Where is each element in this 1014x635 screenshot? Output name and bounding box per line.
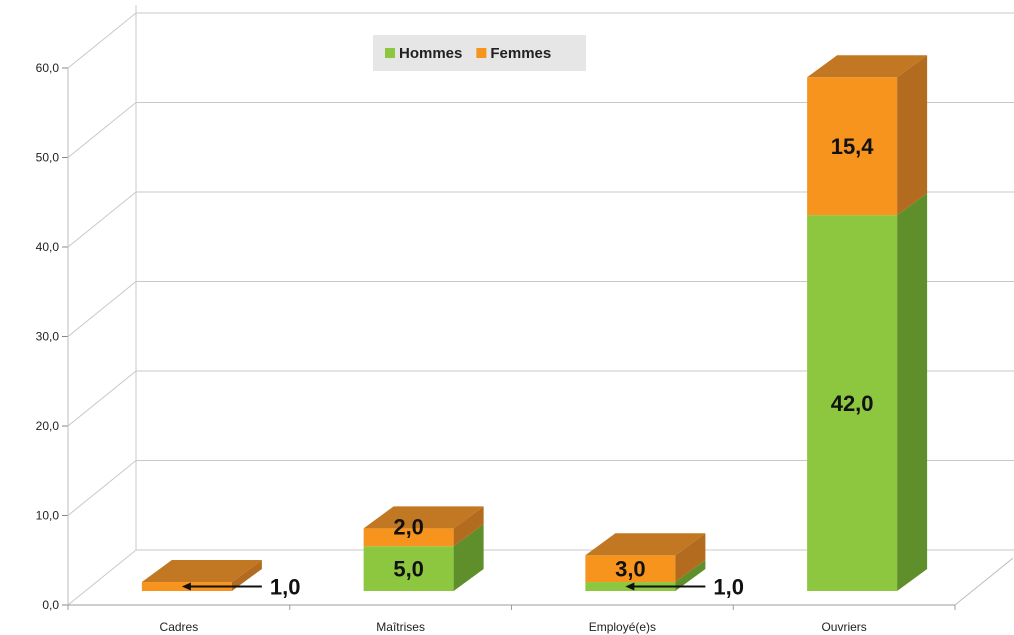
y-tick-label: 0,0 [42, 598, 59, 612]
data-label-femmes-ouvriers: 15,4 [831, 134, 875, 159]
data-label-femmes-employe-e-s: 3,0 [615, 557, 646, 582]
gridline-side [67, 191, 137, 248]
bar-side-femmes-maitrises [453, 506, 484, 547]
data-label-hommes-maitrises: 5,0 [393, 557, 424, 582]
bar-side-femmes-ouvriers [897, 55, 928, 216]
y-tick-label: 40,0 [36, 240, 60, 254]
y-tick-label: 50,0 [36, 151, 60, 165]
y-tick-label: 20,0 [36, 419, 60, 433]
bar-side-femmes-employe-e-s [675, 533, 706, 583]
legend-label-femmes: Femmes [490, 45, 551, 62]
callout-arrow-hommes-employe-e-s [625, 582, 635, 591]
bar-side-hommes-employe-e-s [675, 560, 706, 591]
legend-swatch-hommes [385, 48, 395, 58]
x-tick-label-employe-e-s: Employé(e)s [589, 620, 656, 634]
gridline-side [67, 281, 137, 337]
bar-hommes-ouvriers [807, 215, 898, 591]
y-tick-label: 30,0 [36, 330, 60, 344]
axis-layer: 0,0 10,0 20,0 30,0 40,0 50,0 60,0 Cadres Maîtris… [36, 61, 956, 634]
data-label-hommes-ouvriers: 42,0 [831, 391, 874, 416]
x-tick-label-ouvriers: Ouvriers [821, 620, 866, 634]
bar-femmes-maitrises [363, 528, 454, 547]
gridline-side [67, 102, 137, 158]
data-labels-layer: 1,0 5,0 2,0 1,0 3,0 42,0 15,4 [181, 134, 875, 600]
data-label-hommes-employe-e-s: 1,0 [713, 575, 744, 600]
gridline-side [67, 460, 137, 516]
bar-femmes-ouvriers [807, 77, 898, 216]
legend-swatch-femmes [476, 48, 487, 58]
bar-top-femmes-employe-e-s [585, 533, 706, 556]
bar-hommes-maitrises [363, 546, 454, 591]
data-label-femmes-cadres: 1,0 [270, 575, 301, 600]
x-tick-label-maitrises: Maîtrises [376, 620, 425, 634]
legend: Hommes Femmes [373, 35, 586, 71]
gridline-side [67, 370, 137, 427]
callout-arrow-femmes-cadres [181, 582, 191, 591]
bars-layer [141, 55, 928, 591]
y-tick-label: 10,0 [36, 509, 60, 523]
bar-side-hommes-ouvriers [897, 193, 928, 591]
bar-top-femmes-ouvriers [807, 55, 928, 78]
bar-side-hommes-maitrises [453, 524, 484, 591]
data-label-femmes-maitrises: 2,0 [393, 514, 424, 539]
floor-edge-right [954, 557, 1014, 606]
gridline-side [67, 549, 137, 606]
gridline-side [67, 12, 137, 69]
bar-femmes-employe-e-s [585, 555, 676, 583]
legend-label-hommes: Hommes [399, 45, 462, 62]
x-tick-label-cadres: Cadres [160, 620, 199, 634]
bar-top-femmes-maitrises [363, 506, 484, 529]
bar-top-femmes-cadres [141, 560, 262, 583]
y-tick-label: 60,0 [36, 61, 60, 75]
bar-side-femmes-cadres [231, 560, 262, 591]
